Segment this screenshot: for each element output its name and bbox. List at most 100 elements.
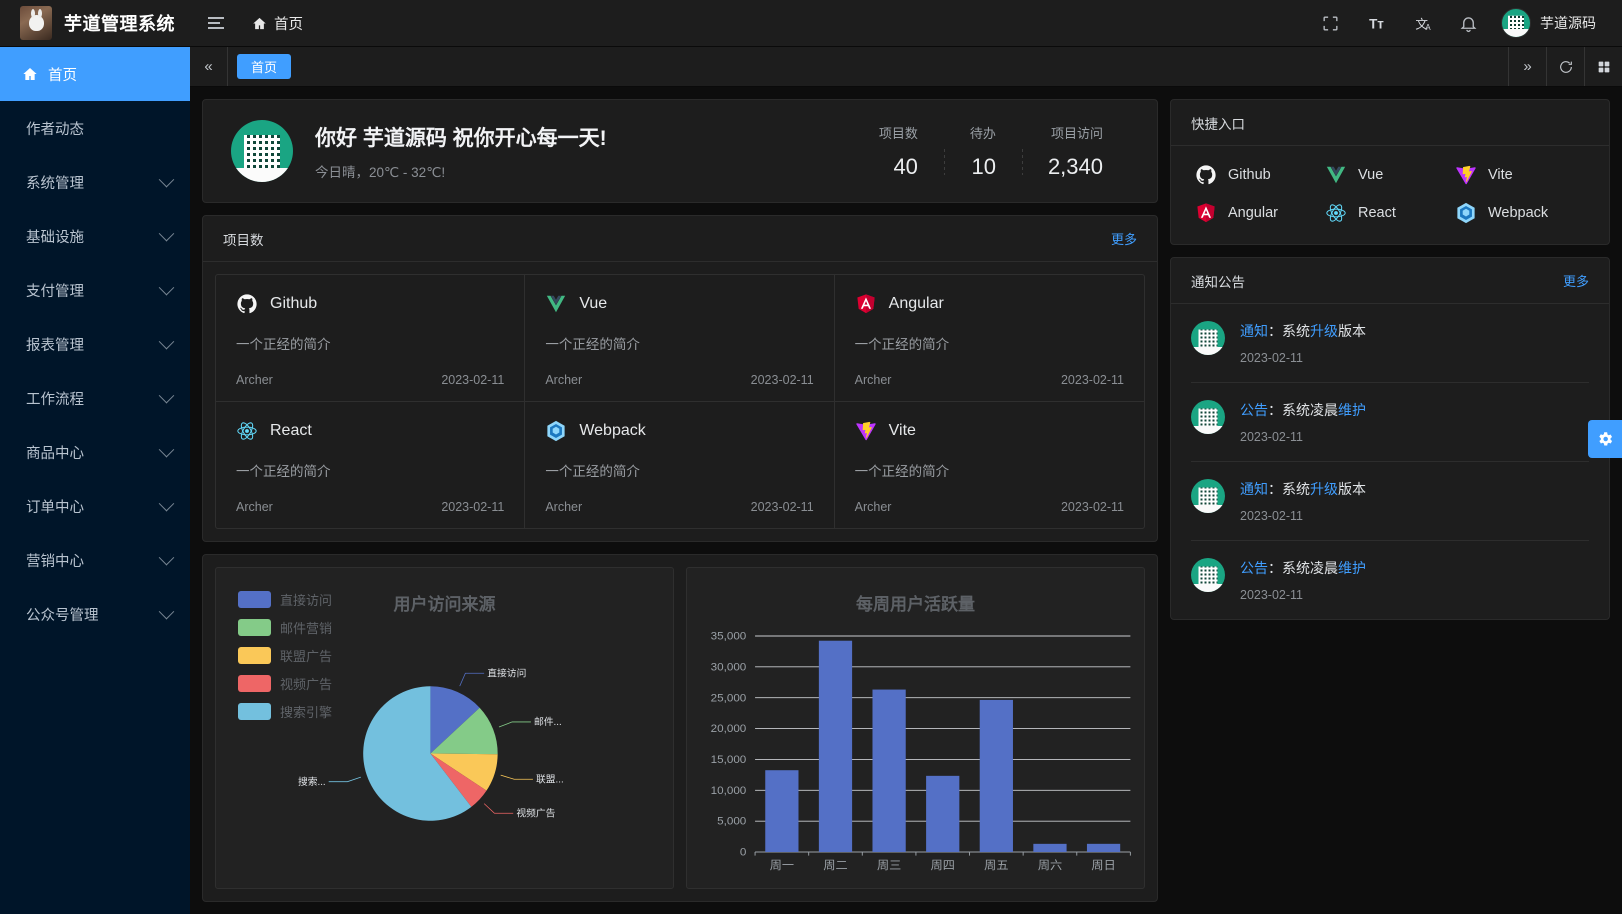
sidebar-item-system[interactable]: 系统管理 [0,155,190,209]
notice-item[interactable]: 公告：系统凌晨维护 2023-02-11 [1191,541,1589,619]
tags-bar-actions: » [1508,47,1622,86]
bar-chart-bar[interactable] [872,689,906,852]
svg-text:Tт: Tт [1369,16,1384,31]
bar-chart-bar[interactable] [979,699,1013,852]
avatar [1501,8,1531,38]
user-menu[interactable]: 芋道源码 [1495,8,1608,38]
chevron-down-icon [158,603,175,619]
notice-date: 2023-02-11 [1240,430,1304,444]
tag-home[interactable]: 首页 [237,54,292,79]
sidebar-item-infra[interactable]: 基础设施 [0,209,190,263]
sidebar-item-marketing[interactable]: 营销中心 [0,533,190,587]
quick-entry-label: Vite [1488,167,1513,183]
bar-chart-title: 每周用户活跃量 [856,595,975,614]
quick-entry-label: Webpack [1488,205,1549,221]
project-card-vue[interactable]: Vue 一个正经的简介 Archer 2023-02-11 [525,275,835,402]
sidebar-item-workflow[interactable]: 工作流程 [0,371,190,425]
pie-slice[interactable] [430,753,487,807]
pie-callout-label: 搜索... [298,775,326,788]
quick-entry-label: Angular [1228,205,1278,221]
project-card-vite[interactable]: Vite 一个正经的简介 Archer 2023-02-11 [835,402,1144,528]
pie-chart-panel: 用户访问来源 直接访问 邮件营销 联盟广告 视频广告 搜索引擎 直接访问 邮件..… [215,567,674,889]
quick-entry-vue[interactable]: Vue [1325,164,1455,186]
bar-chart-bar[interactable] [818,640,853,852]
webpack-icon [547,420,565,442]
notices-more-link[interactable]: 更多 [1562,274,1589,289]
pie-chart-canvas[interactable]: 直接访问邮件...联盟...视频广告搜索... [216,630,673,888]
quick-entry-github[interactable]: Github [1195,164,1325,186]
bar-chart-bar[interactable] [1086,843,1121,852]
breadcrumb[interactable]: 首页 [252,13,303,34]
notice-highlight: 维护 [1338,402,1366,418]
notice-item[interactable]: 通知：系统升级版本 2023-02-11 [1191,304,1589,383]
notices-list: 通知：系统升级版本 2023-02-11 公告：系统凌晨维护 2023-02-1… [1171,304,1609,619]
sidebar-item-order[interactable]: 订单中心 [0,479,190,533]
react-icon [1326,204,1346,222]
brand[interactable]: 芋道管理系统 [0,6,190,40]
chevron-double-left-icon[interactable]: « [190,47,228,86]
bar-chart-bar[interactable] [926,775,960,852]
notices-card: 通知公告 更多 通知：系统升级版本 2023-02-11 [1170,257,1610,620]
pie-slice[interactable] [430,686,480,754]
project-card-react[interactable]: React 一个正经的简介 Archer 2023-02-11 [216,402,526,528]
quick-entry-vite[interactable]: Vite [1455,164,1585,186]
sidebar-item-report[interactable]: 报表管理 [0,317,190,371]
quick-entry-react[interactable]: React [1325,202,1455,224]
body-row: 首页 作者动态 系统管理 基础设施 支付管理 报表管理 工作流程 [0,47,1622,914]
refresh-icon[interactable] [1546,47,1584,86]
bar-chart-bar[interactable] [1033,843,1067,852]
project-author: Archer [854,500,892,514]
legend-item[interactable]: 搜索引擎 [238,702,332,721]
bell-icon[interactable] [1449,4,1487,42]
sidebar-item-home[interactable]: 首页 [0,47,190,101]
project-desc: 一个正经的简介 [545,464,640,479]
notice-item[interactable]: 通知：系统升级版本 2023-02-11 [1191,462,1589,541]
notice-item[interactable]: 公告：系统凌晨维护 2023-02-11 [1191,383,1589,462]
settings-drawer-toggle[interactable] [1588,420,1622,458]
chevron-double-right-icon[interactable]: » [1508,47,1546,86]
notice-title: 公告：系统凌晨维护 [1240,558,1589,578]
grid-layout-icon[interactable] [1584,47,1622,86]
notice-suffix: 版本 [1338,481,1366,497]
sidebar-item-product[interactable]: 商品中心 [0,425,190,479]
projects-more-link[interactable]: 更多 [1110,232,1137,247]
chevron-down-icon [158,279,175,295]
welcome-panel: 你好 芋道源码 祝你开心每一天! 今日晴，20℃ - 32℃! 项目数 40 待… [202,99,1158,203]
sidebar-item-mp[interactable]: 公众号管理 [0,587,190,641]
chevron-down-icon [158,549,175,565]
sidebar-item-label: 营销中心 [26,553,84,570]
notice-prefix: 通知 [1240,481,1268,497]
legend-item[interactable]: 联盟广告 [238,646,332,665]
menu-collapse-icon[interactable] [208,12,230,34]
bar-chart-xtick: 周四 [931,859,955,871]
fullscreen-icon[interactable] [1311,4,1349,42]
quick-entry-angular[interactable]: Angular [1195,202,1325,224]
stat-label: 项目访问 [1050,125,1103,141]
pie-slice[interactable] [430,753,498,791]
sidebar-item-label: 报表管理 [26,337,84,354]
project-card-webpack[interactable]: Webpack 一个正经的简介 Archer 2023-02-11 [525,402,835,528]
notice-prefix: 公告 [1240,560,1268,576]
project-footer: Archer 2023-02-11 [855,500,1124,514]
pie-slice[interactable] [430,707,498,755]
quick-entry-webpack[interactable]: Webpack [1455,202,1585,224]
bar-chart-ytick: 0 [740,847,746,859]
project-card-github[interactable]: Github 一个正经的简介 Archer 2023-02-11 [216,275,526,402]
project-name: Vue [579,295,608,312]
legend-item[interactable]: 直接访问 [238,590,332,609]
bar-chart-bar[interactable] [765,770,799,852]
legend-item[interactable]: 邮件营销 [238,618,332,637]
legend-swatch [238,591,271,608]
bar-chart-canvas[interactable]: 0 5,000 10,000 15,000 20,000 25,000 30,000 35,0… [687,618,1144,888]
project-name: Github [270,295,318,312]
project-card-angular[interactable]: Angular 一个正经的简介 Archer 2023-02-11 [834,275,1144,402]
notice-date: 2023-02-11 [1240,509,1304,523]
legend-item[interactable]: 视频广告 [238,674,332,693]
font-size-icon[interactable]: Tт [1357,4,1395,42]
chevron-down-icon [158,387,175,403]
welcome-weather: 今日晴，20℃ - 32℃! [315,164,446,180]
sidebar-item-author-news[interactable]: 作者动态 [0,101,190,155]
pie-slice[interactable] [363,686,472,821]
sidebar-item-pay[interactable]: 支付管理 [0,263,190,317]
